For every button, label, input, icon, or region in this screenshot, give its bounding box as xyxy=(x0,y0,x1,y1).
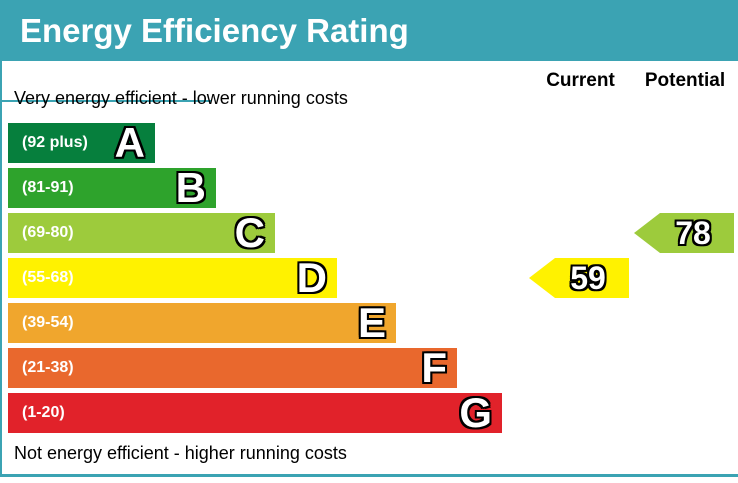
band-a-range: (92 plus) xyxy=(22,134,88,151)
current-rating-arrow: 59 xyxy=(529,258,629,298)
band-g-letter: G xyxy=(459,389,492,436)
band-a-letter: A xyxy=(114,119,145,166)
potential-column-divider xyxy=(0,61,2,477)
band-f-range: (21-38) xyxy=(22,359,74,376)
band-c: (69-80) C xyxy=(8,209,275,256)
band-c-range: (69-80) xyxy=(22,224,74,241)
bottom-note: Not energy efficient - higher running co… xyxy=(14,443,347,463)
band-b-letter: B xyxy=(175,164,206,211)
frame-border-bottom xyxy=(0,474,738,477)
band-d: (55-68) D xyxy=(8,254,337,301)
band-g: (1-20) G xyxy=(8,389,502,436)
band-e: (39-54) E xyxy=(8,299,396,346)
band-e-letter: E xyxy=(357,299,386,346)
potential-column-header: Potential xyxy=(644,69,726,91)
band-d-letter: D xyxy=(296,254,327,301)
band-c-letter: C xyxy=(234,209,265,256)
band-g-range: (1-20) xyxy=(22,404,65,421)
band-b: (81-91) B xyxy=(8,164,216,211)
current-column-header: Current xyxy=(546,69,615,91)
potential-rating-arrow: 78 xyxy=(634,213,734,253)
band-b-range: (81-91) xyxy=(22,179,74,196)
band-a: (92 plus) A xyxy=(8,119,155,166)
title-bar: Energy Efficiency Rating xyxy=(0,0,738,61)
band-f: (21-38) F xyxy=(8,344,457,391)
band-e-range: (39-54) xyxy=(22,314,74,331)
band-d-range: (55-68) xyxy=(22,269,74,286)
potential-rating-value: 78 xyxy=(675,215,711,251)
current-rating-value: 59 xyxy=(570,260,606,296)
column-header-underline xyxy=(0,100,211,102)
band-f-letter: F xyxy=(421,344,447,391)
page-title: Energy Efficiency Rating xyxy=(20,11,409,49)
top-note: Very energy efficient - lower running co… xyxy=(14,88,348,108)
